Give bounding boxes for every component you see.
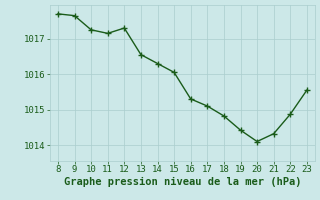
X-axis label: Graphe pression niveau de la mer (hPa): Graphe pression niveau de la mer (hPa) (64, 177, 301, 187)
